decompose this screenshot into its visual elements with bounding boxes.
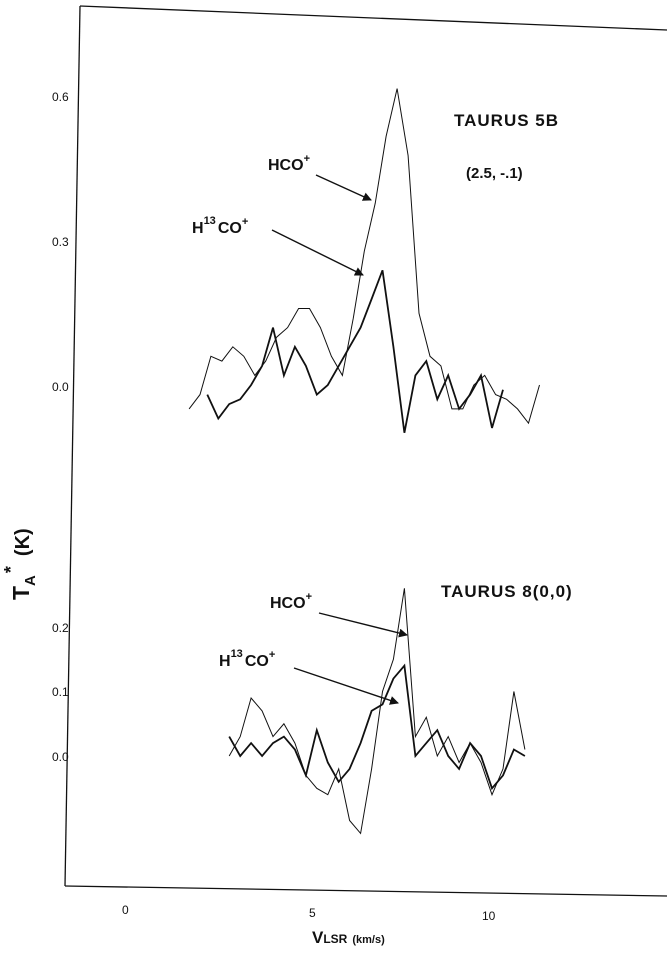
upper-h13co-label: H13 CO+ — [192, 215, 248, 237]
x-axis-label: VLSR (km/s) — [312, 928, 385, 947]
lower-h13co-trace — [228, 663, 526, 791]
lower-ytick-0.0: 0.0 — [52, 750, 69, 764]
top-border — [79, 5, 667, 31]
lower-hco-arrow — [318, 612, 408, 638]
upper-hco-label: HCO+ — [268, 153, 310, 174]
xtick-0: 0 — [122, 903, 129, 917]
bottom-axis — [64, 885, 667, 897]
upper-h13co-trace — [206, 269, 504, 433]
xtick-5: 5 — [309, 906, 316, 920]
upper-hco-arrow — [315, 174, 372, 201]
lower-hco-label: HCO+ — [270, 591, 312, 612]
left-axis — [64, 5, 81, 887]
upper-ytick-0.6: 0.6 — [52, 90, 69, 104]
lower-ytick-0.1: 0.1 — [52, 685, 69, 699]
lower-ytick-0.2: 0.2 — [52, 621, 69, 635]
upper-ytick-0.0: 0.0 — [52, 380, 69, 394]
upper-title: TAURUS 5B — [454, 111, 559, 130]
lower-h13co-label: H13 CO+ — [219, 648, 275, 670]
y-axis-label: TA*(K) — [1, 528, 39, 600]
lower-title: TAURUS 8(0,0) — [441, 582, 573, 601]
upper-hco-trace — [188, 88, 540, 425]
upper-ytick-0.3: 0.3 — [52, 235, 69, 249]
upper-subtitle: (2.5, -.1) — [466, 165, 523, 182]
lower-h13co-arrow — [293, 667, 399, 705]
upper-h13co-arrow — [271, 229, 364, 276]
xtick-10: 10 — [482, 909, 496, 923]
spectrum-traces — [188, 88, 540, 835]
lower-hco-trace — [228, 588, 526, 835]
